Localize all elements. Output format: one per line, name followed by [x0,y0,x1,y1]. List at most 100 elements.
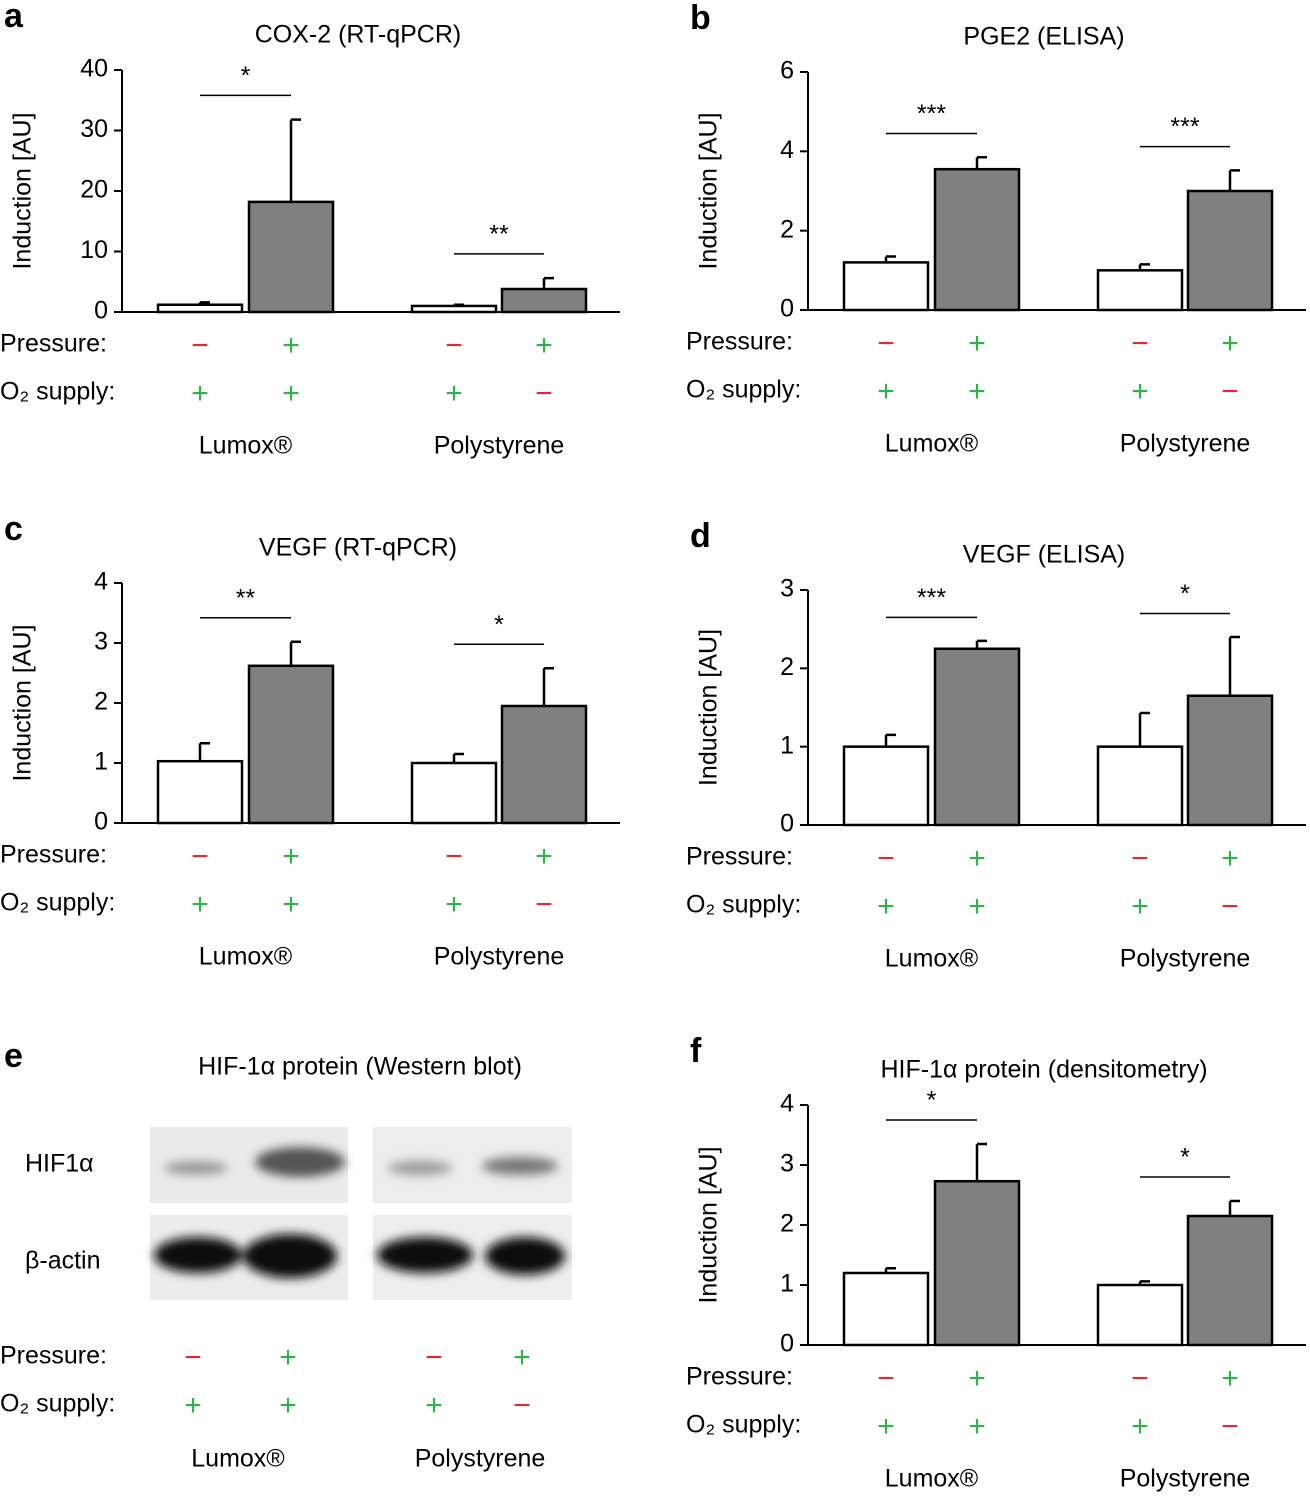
bar [933,1179,1021,1347]
row-label: O₂ supply: [686,1411,801,1439]
y-tick-label: 30 [80,115,108,143]
y-tick-label: 1 [780,731,794,759]
condition-sign: + [425,1389,443,1422]
condition-sign: + [184,1389,202,1422]
y-tick-label: 0 [94,297,108,325]
error-bar [1228,635,1240,696]
condition-sign: − [445,329,463,362]
bar [500,704,588,825]
y-tick-label: 0 [94,808,108,836]
error-bar [452,303,464,306]
error-bar [975,1142,987,1182]
blot-title: HIF-1α protein (Western blot) [198,1053,522,1081]
y-tick-label: 10 [80,236,108,264]
band [154,1237,242,1273]
bar [156,759,244,825]
significance-label: * [1180,580,1190,608]
blot-panel: e HIF-1α protein (Western blot) HIF1α β-… [4,1037,572,1300]
bar [247,200,335,314]
error-bar [1228,169,1240,191]
row-label: Pressure: [686,1363,793,1391]
condition-sign: + [877,1410,895,1443]
group-label: Polystyrene [1120,945,1251,973]
row-label: Pressure: [686,843,793,871]
condition-sign: − [877,327,895,360]
condition-sign: + [535,329,553,362]
band [388,1161,452,1175]
y-tick-label: 1 [780,1270,794,1298]
significance-label: * [494,611,504,639]
condition-sign: + [968,327,986,360]
bar [156,303,244,314]
error-bar [198,301,210,305]
condition-sign: + [282,377,300,410]
condition-sign: − [1221,1410,1239,1443]
significance-label: * [1180,1144,1190,1172]
chart-title: HIF-1α protein (densitometry) [880,1056,1207,1084]
y-tick-label: 3 [94,628,108,656]
panel-letter: f [690,1032,702,1070]
condition-sign: + [968,890,986,923]
bar [1096,1283,1184,1347]
row-label: Pressure: [686,328,793,356]
y-tick-label: 6 [780,57,794,85]
group-label: Lumox® [191,1445,285,1473]
chart-title: COX-2 (RT-qPCR) [255,21,462,49]
significance-label: *** [917,584,946,612]
significance-label: *** [917,100,946,128]
panel-letter: e [4,1037,23,1075]
y-tick-label: 20 [80,176,108,204]
bar [842,745,930,827]
condition-sign: + [1131,375,1149,408]
error-bar [542,276,554,290]
condition-sign: + [1221,842,1239,875]
error-bar [884,255,896,263]
row-label: O₂ supply: [0,1390,115,1418]
condition-sign: + [279,1341,297,1374]
y-tick-label: 2 [94,688,108,716]
row-label: Pressure: [0,841,107,869]
group-label: Polystyrene [434,432,565,460]
error-bar [975,639,987,649]
condition-sign: − [1221,375,1239,408]
condition-sign: − [1131,842,1149,875]
error-bar [884,733,896,747]
bar [1186,694,1274,827]
group-label: Polystyrene [1120,1465,1251,1493]
condition-sign: − [877,842,895,875]
bar [1096,745,1184,827]
condition-sign: − [535,377,553,410]
condition-sign: + [968,842,986,875]
y-tick-label: 3 [780,575,794,603]
condition-sign: − [513,1389,531,1422]
error-bar [1138,263,1150,271]
condition-sign: + [282,840,300,873]
group-label: Lumox® [885,1465,979,1493]
group-label: Lumox® [885,430,979,458]
group-label: Polystyrene [434,943,565,971]
condition-sign: + [877,890,895,923]
y-tick-label: 1 [94,748,108,776]
condition-sign: + [279,1389,297,1422]
chart-title: VEGF (RT-qPCR) [259,534,457,562]
bar [1186,189,1274,312]
y-tick-label: 2 [780,1210,794,1238]
condition-sign: − [184,1341,202,1374]
bar [410,761,498,825]
band-label: HIF1α [25,1150,94,1178]
band [377,1237,473,1273]
condition-sign: − [191,840,209,873]
condition-sign: − [191,329,209,362]
bar [1096,269,1184,312]
bar [1186,1214,1274,1347]
y-axis-label: Induction [AU] [695,629,723,786]
row-label: O₂ supply: [686,376,801,404]
condition-sign: + [1221,327,1239,360]
band [482,1157,558,1175]
significance-label: ** [489,221,509,249]
band [243,1234,337,1278]
condition-sign: + [513,1341,531,1374]
condition-sign: + [445,377,463,410]
band-label: β-actin [25,1247,101,1275]
condition-sign: + [968,375,986,408]
